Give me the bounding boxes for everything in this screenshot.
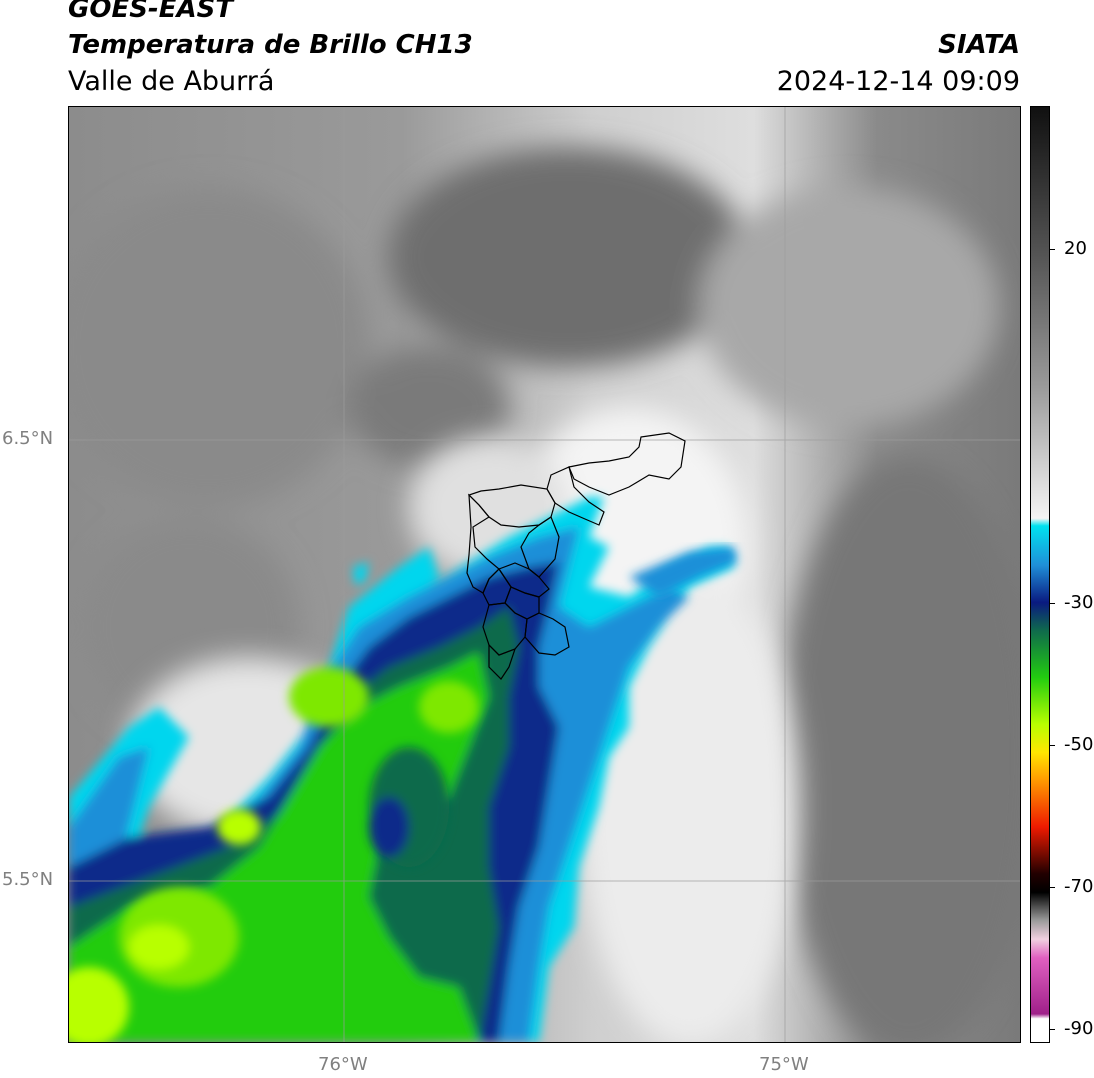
storm-streaks — [353, 547, 737, 597]
colorbar-label-minus30: -30 — [1064, 592, 1094, 613]
lat-label-6-5N: 6.5°N — [2, 428, 54, 449]
product-title: Temperatura de Brillo CH13 — [68, 30, 473, 60]
colorbar-gradient — [1031, 107, 1049, 1042]
municipality-boundaries — [466, 432, 686, 680]
colorbar-tick — [1049, 745, 1055, 746]
lon-label-75W: 75°W — [759, 1054, 809, 1075]
colorbar-label-minus70: -70 — [1064, 876, 1094, 897]
satellite-map — [68, 106, 1021, 1043]
colorbar-tick — [1049, 1029, 1055, 1030]
colorbar-tick — [1049, 249, 1055, 250]
lon-label-76W: 76°W — [318, 1054, 368, 1075]
org-label: SIATA — [938, 30, 1020, 60]
colorbar-label-minus50: -50 — [1064, 734, 1094, 755]
colorbar-tick — [1049, 887, 1055, 888]
graticule — [69, 107, 1020, 1042]
datetime-label: 2024-12-14 09:09 — [776, 66, 1020, 97]
colorbar — [1030, 106, 1050, 1043]
satellite-title: GOES-EAST — [68, 0, 234, 24]
region-title: Valle de Aburrá — [68, 66, 275, 97]
colorbar-label-20: 20 — [1064, 238, 1087, 259]
colorbar-tick — [1049, 603, 1055, 604]
cold-cloud-bright-band — [129, 407, 799, 1042]
colorbar-label-minus90: -90 — [1064, 1018, 1094, 1039]
storm-cores — [69, 667, 479, 1042]
lat-label-5-5N: 5.5°N — [2, 869, 54, 890]
